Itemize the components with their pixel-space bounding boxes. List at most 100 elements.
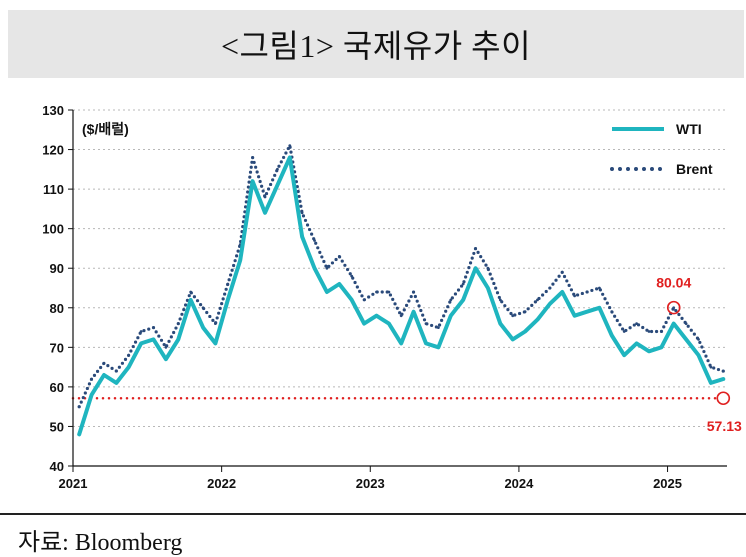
data-point-wti bbox=[399, 342, 403, 345]
data-point-brent bbox=[523, 310, 527, 314]
data-point-brent bbox=[201, 306, 205, 310]
y-tick-label-80: 80 bbox=[50, 301, 64, 316]
unit-label: ($/배럴) bbox=[82, 121, 129, 137]
data-point-brent bbox=[585, 290, 589, 294]
data-point-brent bbox=[300, 211, 304, 215]
chart-title: <그림1> 국제유가 추이 bbox=[220, 28, 532, 64]
data-point-wti bbox=[709, 381, 713, 385]
data-point-wti bbox=[697, 353, 700, 357]
series-line-brent bbox=[77, 144, 725, 409]
data-point-brent bbox=[399, 314, 403, 318]
data-point-brent bbox=[375, 290, 378, 294]
annotation-label-80.04: 80.04 bbox=[656, 275, 691, 291]
data-point-wti bbox=[288, 156, 292, 159]
data-point-brent bbox=[498, 298, 502, 302]
data-point-wti bbox=[536, 318, 539, 321]
series-line-wti bbox=[77, 155, 726, 437]
data-point-wti bbox=[77, 433, 81, 436]
data-point-brent bbox=[560, 270, 564, 274]
data-point-brent bbox=[337, 255, 341, 258]
y-tick-label-120: 120 bbox=[42, 143, 64, 158]
data-point-brent bbox=[350, 274, 354, 278]
x-tick-label-2023: 2023 bbox=[356, 476, 385, 491]
data-point-brent bbox=[610, 310, 614, 314]
legend: WTI Brent bbox=[610, 121, 713, 177]
legend-brent-label: Brent bbox=[676, 161, 713, 177]
annotation-marker-57.13 bbox=[716, 391, 731, 406]
data-point-brent bbox=[622, 330, 626, 333]
data-point-brent bbox=[647, 330, 651, 333]
data-point-brent bbox=[635, 322, 638, 325]
data-point-wti bbox=[313, 266, 316, 270]
data-point-wti bbox=[176, 338, 180, 341]
data-point-brent bbox=[325, 266, 329, 270]
data-point-brent bbox=[424, 322, 428, 325]
y-tick-label-40: 40 bbox=[50, 459, 64, 474]
data-point-wti bbox=[238, 258, 242, 262]
data-point-wti bbox=[647, 349, 651, 353]
axes: 130 120 110 100 90 80 70 60 50 40 2021 2022 2023 2024… bbox=[42, 103, 727, 491]
data-point-wti bbox=[90, 393, 93, 397]
data-point-brent bbox=[486, 266, 490, 270]
data-point-brent bbox=[437, 326, 440, 329]
data-point-wti bbox=[387, 322, 391, 325]
data-point-brent bbox=[226, 282, 230, 286]
data-point-wti bbox=[115, 381, 118, 385]
data-point-wti bbox=[337, 282, 341, 286]
data-point-wti bbox=[660, 345, 663, 349]
y-tick-label-130: 130 bbox=[42, 103, 64, 118]
data-point-brent bbox=[164, 345, 168, 349]
annotation-marker-80.04 bbox=[666, 300, 681, 315]
annotation-label-57.13: 57.13 bbox=[707, 418, 742, 434]
data-point-brent bbox=[660, 330, 663, 333]
data-point-brent bbox=[313, 239, 316, 242]
data-point-wti bbox=[684, 338, 688, 341]
data-point-brent bbox=[115, 369, 118, 373]
data-point-wti bbox=[721, 377, 725, 381]
data-point-wti bbox=[585, 310, 589, 314]
data-point-wti bbox=[189, 298, 193, 302]
data-point-brent bbox=[276, 167, 279, 171]
data-point-wti bbox=[486, 286, 490, 290]
legend-wti-label: WTI bbox=[676, 121, 702, 137]
title-band: <그림1> 국제유가 추이 bbox=[8, 10, 744, 78]
data-point-brent bbox=[127, 353, 131, 357]
data-point-wti bbox=[201, 326, 205, 329]
annotations: 80.04 57.13 bbox=[656, 275, 742, 435]
source-note: 자료: Bloomberg bbox=[18, 530, 183, 556]
data-point-brent bbox=[511, 314, 515, 318]
series-layer bbox=[77, 144, 726, 437]
data-point-brent bbox=[387, 290, 391, 294]
data-point-brent bbox=[536, 298, 539, 302]
data-point-wti bbox=[449, 314, 453, 318]
data-point-wti bbox=[226, 298, 230, 302]
data-point-wti bbox=[127, 365, 131, 369]
data-point-wti bbox=[610, 334, 614, 337]
data-point-wti bbox=[263, 211, 267, 215]
data-point-brent bbox=[139, 330, 143, 333]
data-point-brent bbox=[412, 290, 415, 294]
data-point-wti bbox=[375, 314, 378, 318]
data-point-wti bbox=[362, 322, 366, 325]
data-point-brent bbox=[697, 338, 700, 341]
data-point-wti bbox=[573, 314, 576, 318]
x-tick-label-2024: 2024 bbox=[504, 476, 534, 491]
data-point-wti bbox=[437, 345, 440, 349]
data-point-brent bbox=[461, 282, 465, 286]
y-tick-label-50: 50 bbox=[50, 419, 64, 434]
data-point-wti bbox=[622, 353, 626, 357]
data-point-wti bbox=[511, 338, 515, 341]
data-point-brent bbox=[102, 361, 106, 365]
data-point-wti bbox=[102, 373, 106, 377]
y-tick-label-60: 60 bbox=[50, 380, 64, 395]
data-point-brent bbox=[263, 195, 267, 199]
data-point-wti bbox=[598, 306, 601, 310]
data-point-wti bbox=[474, 266, 477, 270]
data-point-wti bbox=[325, 290, 329, 294]
data-point-brent bbox=[684, 322, 688, 325]
data-point-brent bbox=[288, 144, 292, 147]
data-point-brent bbox=[214, 322, 217, 325]
data-point-brent bbox=[77, 405, 81, 409]
y-tick-label-100: 100 bbox=[42, 222, 64, 237]
y-tick-label-110: 110 bbox=[43, 182, 64, 197]
